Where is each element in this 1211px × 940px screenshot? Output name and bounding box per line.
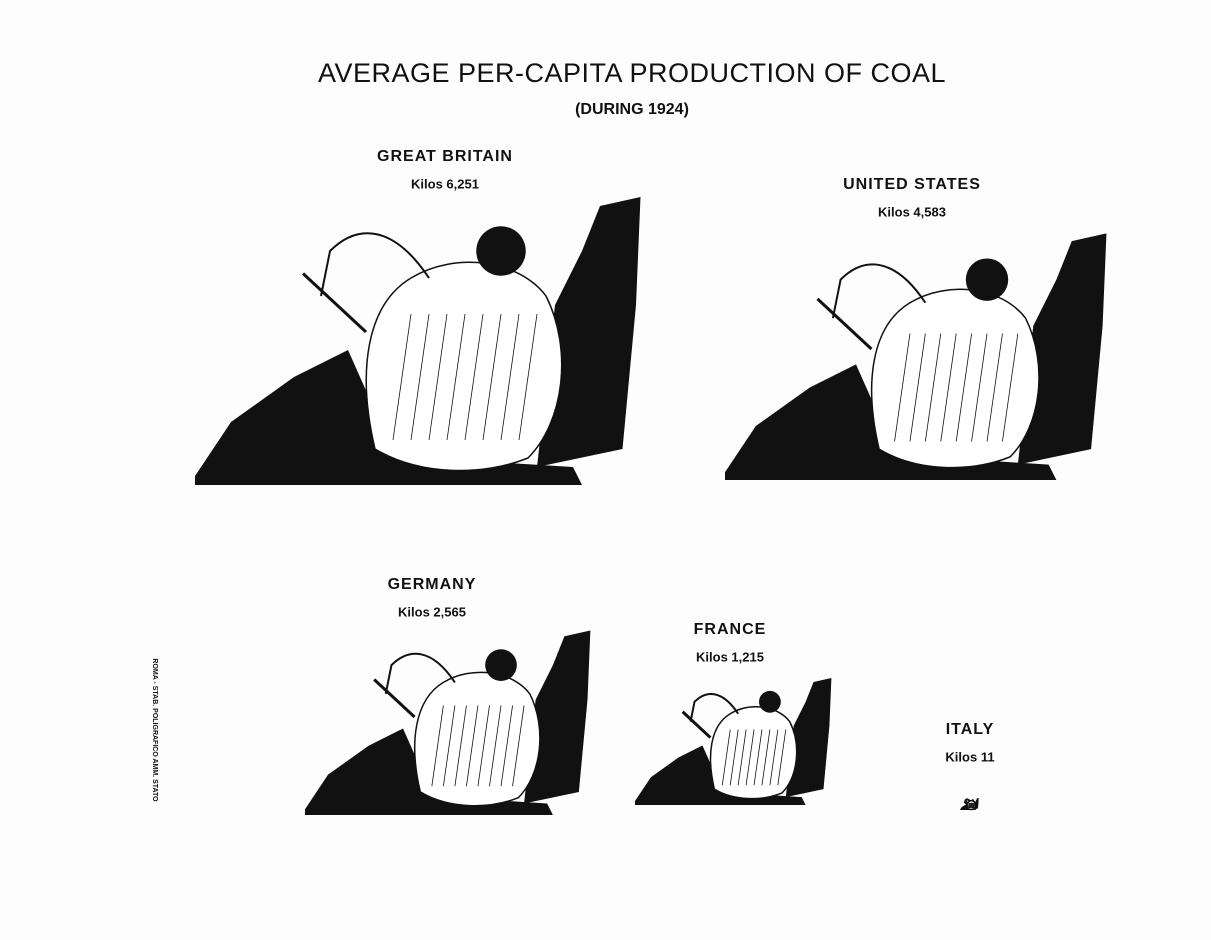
value-label: Kilos 1,215 bbox=[696, 649, 764, 664]
miner-head bbox=[972, 799, 974, 801]
miner-body bbox=[366, 262, 561, 470]
miner-head bbox=[966, 258, 1008, 300]
miner-figure bbox=[960, 798, 979, 810]
value-label: Kilos 4,583 bbox=[878, 204, 946, 219]
chart: AVERAGE PER-CAPITA PRODUCTION OF COAL (D… bbox=[0, 0, 1211, 940]
miner-head bbox=[485, 649, 517, 681]
value-label: Kilos 11 bbox=[945, 749, 994, 764]
category-label: GREAT BRITAIN bbox=[377, 148, 513, 165]
miner-figure bbox=[725, 233, 1106, 480]
miner-figure bbox=[635, 678, 831, 805]
category-label: UNITED STATES bbox=[843, 176, 981, 193]
chart-title: AVERAGE PER-CAPITA PRODUCTION OF COAL bbox=[318, 58, 946, 88]
category-label: GERMANY bbox=[388, 576, 477, 593]
miner-body bbox=[872, 289, 1039, 467]
pick bbox=[683, 712, 711, 738]
category-label: FRANCE bbox=[694, 621, 767, 638]
miner-head bbox=[476, 226, 526, 276]
pick bbox=[965, 801, 968, 803]
pick bbox=[303, 274, 366, 333]
pick bbox=[817, 299, 871, 349]
miner-figure bbox=[195, 197, 641, 485]
miner-head bbox=[759, 691, 781, 713]
value-label: Kilos 6,251 bbox=[411, 176, 479, 191]
credit: ROMA - STAB. POLIGRAFICO AMM. STATO bbox=[151, 658, 158, 802]
pick bbox=[374, 680, 414, 717]
miner-figure bbox=[305, 631, 590, 815]
category-label: ITALY bbox=[946, 721, 995, 738]
miner-body bbox=[415, 672, 540, 805]
value-label: Kilos 2,565 bbox=[398, 604, 466, 619]
miner-body bbox=[711, 707, 797, 799]
chart-subtitle: (DURING 1924) bbox=[575, 101, 689, 118]
